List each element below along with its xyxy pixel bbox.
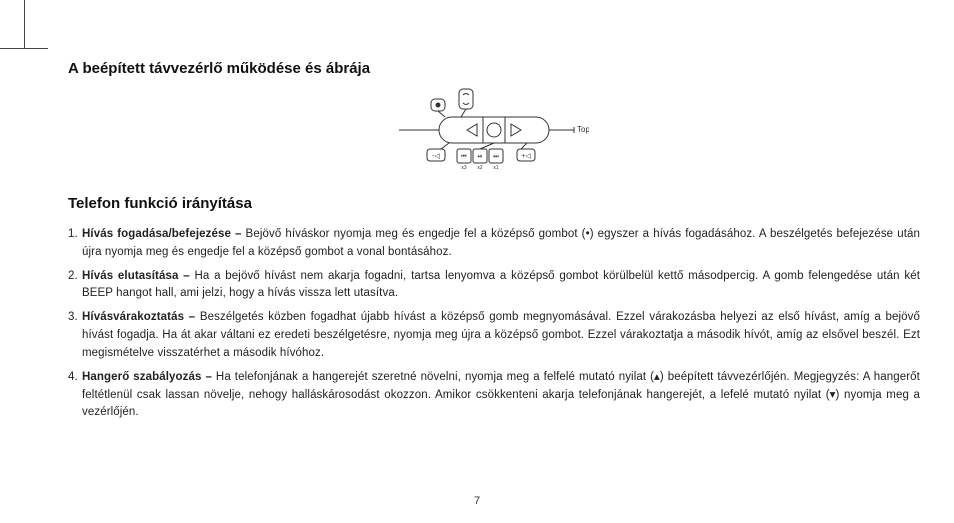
- list-item: Hívás elutasítása – Ha a bejövő hívást n…: [68, 268, 920, 304]
- svg-text:x1: x1: [493, 165, 499, 171]
- svg-text:+◁: +◁: [521, 153, 531, 160]
- item-bold: Hívás elutasítása –: [82, 270, 194, 282]
- list-item: Hívásvárakoztatás – Beszélgetés közben f…: [68, 309, 920, 362]
- page-number: 7: [0, 495, 954, 507]
- svg-text:⏭: ⏭: [493, 154, 499, 160]
- item-text: Beszélgetés közben fogadhat újabb hívást…: [82, 311, 920, 359]
- heading-2: Telefon funkció irányítása: [68, 195, 920, 212]
- page-content: A beépített távvezérlő működése és ábráj…: [68, 60, 920, 428]
- list-item: Hangerő szabályozás – Ha telefonjának a …: [68, 369, 920, 422]
- svg-text:-◁: -◁: [432, 153, 440, 160]
- svg-text:x2: x2: [477, 165, 483, 171]
- crop-mark-vertical: [24, 0, 25, 48]
- crop-mark-horizontal: [0, 48, 48, 49]
- item-bold: Hangerő szabályozás –: [82, 371, 216, 383]
- item-bold: Hívásvárakoztatás –: [82, 311, 200, 323]
- diagram-top-label: Top: [577, 125, 589, 134]
- list-item: Hívás fogadása/befejezése – Bejövő hívás…: [68, 226, 920, 262]
- item-text: Ha a bejövő hívást nem akarja fogadni, t…: [82, 270, 920, 300]
- svg-text:⏮: ⏮: [461, 154, 467, 160]
- remote-diagram: -◁ ⏮ ⏯ ⏭ x3 x2 x1 +◁: [68, 87, 920, 173]
- instruction-list: Hívás fogadása/befejezése – Bejövő hívás…: [68, 226, 920, 422]
- heading-1: A beépített távvezérlő működése és ábráj…: [68, 60, 920, 77]
- item-bold: Hívás fogadása/befejezése –: [82, 228, 246, 240]
- svg-text:⏯: ⏯: [478, 154, 483, 160]
- svg-text:x3: x3: [461, 165, 467, 171]
